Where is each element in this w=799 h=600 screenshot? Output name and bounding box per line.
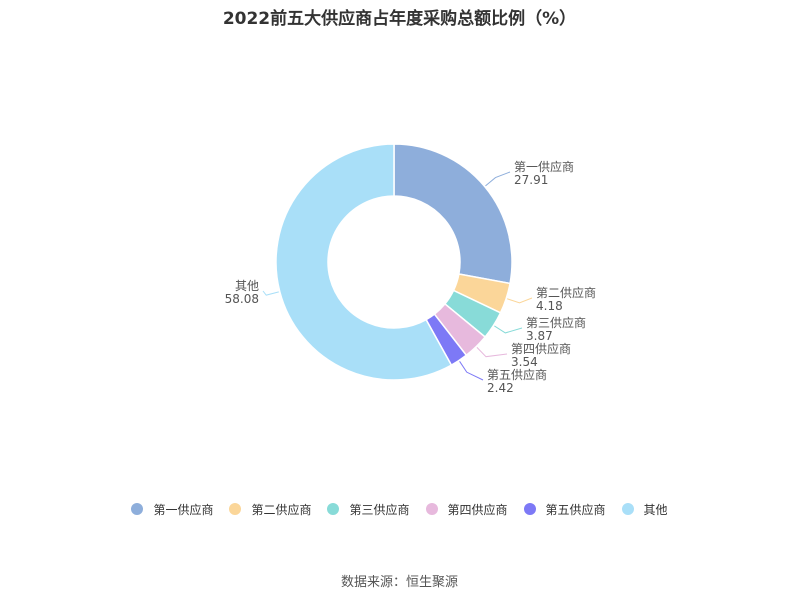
legend-label-3: 第三供应商 — [349, 502, 410, 517]
legend-swatch-6 — [621, 503, 634, 515]
legend-item-3[interactable]: 第三供应商 — [327, 501, 410, 518]
legend-item-2[interactable]: 第二供应商 — [229, 501, 311, 518]
legend-label-4: 第四供应商 — [447, 502, 508, 517]
slice-label-name-4: 第四供应商 — [511, 341, 571, 356]
legend-swatch-4 — [425, 503, 438, 515]
legend-swatch-5 — [523, 503, 536, 515]
slice-label-name-3: 第三供应商 — [526, 315, 586, 330]
leader-line-3 — [494, 325, 523, 334]
leader-line-4 — [476, 347, 508, 358]
chart-title: 2022前五大供应商占年度采购总额比例（%） — [222, 9, 577, 29]
slices-layer — [275, 143, 513, 381]
slice-label-value-4: 3.54 — [511, 355, 538, 369]
legend-label-1: 第一供应商 — [153, 502, 214, 517]
legend-swatch-2 — [229, 503, 242, 515]
legend-item-5[interactable]: 第五供应商 — [523, 501, 606, 518]
slice-label-value-2: 4.18 — [536, 299, 563, 313]
slice-label-value-3: 3.87 — [526, 329, 553, 343]
slice-label-name-2: 第二供应商 — [536, 285, 596, 300]
leader-line-6 — [262, 290, 279, 296]
leader-line-5 — [459, 361, 484, 381]
slice-1[interactable] — [393, 143, 513, 285]
legend-label-2: 第二供应商 — [251, 502, 312, 517]
leader-line-2 — [507, 297, 533, 304]
legend-item-6[interactable]: 其他 — [621, 501, 668, 518]
leader-line-1 — [485, 171, 511, 187]
slice-label-name-1: 第一供应商 — [514, 159, 574, 174]
slice-label-value-6: 58.08 — [225, 292, 259, 306]
slice-label-value-5: 2.42 — [487, 381, 514, 395]
legend-swatch-3 — [327, 503, 340, 515]
legend-swatch-1 — [131, 503, 144, 515]
legend-label-5: 第五供应商 — [545, 502, 606, 517]
source-note: 数据来源：恒生聚源 — [340, 575, 458, 590]
slice-6[interactable] — [275, 143, 453, 381]
legend: 第一供应商 第二供应商 第三供应商 第四供应商 第五供应商 其他 — [0, 500, 799, 518]
legend-label-6: 其他 — [643, 502, 668, 517]
slice-label-name-5: 第五供应商 — [487, 367, 547, 382]
legend-item-4[interactable]: 第四供应商 — [425, 501, 508, 518]
slice-label-name-6: 其他 — [235, 279, 259, 293]
legend-item-1[interactable]: 第一供应商 — [131, 501, 213, 518]
slice-label-value-1: 27.91 — [514, 173, 548, 187]
